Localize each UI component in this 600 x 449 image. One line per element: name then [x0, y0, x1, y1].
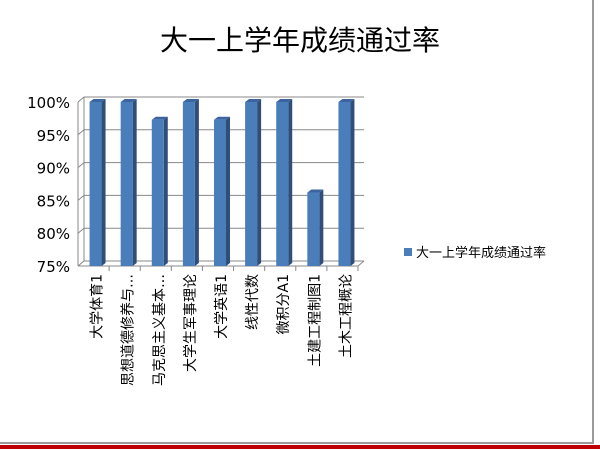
bar-front [120, 102, 133, 266]
y-tick-label: 75% [37, 258, 70, 276]
bar-side [350, 99, 355, 266]
bar-side [288, 99, 293, 266]
bar-side [132, 99, 137, 266]
bar-side [101, 99, 106, 266]
bar-top [120, 99, 137, 102]
bar [245, 99, 262, 266]
bar-side [163, 116, 168, 266]
chart-title: 大一上学年成绩通过率 [160, 24, 440, 57]
bar-side [319, 189, 324, 266]
bar-top [151, 116, 168, 120]
x-tick-label: 大学体育1 [90, 274, 106, 339]
bar [307, 189, 324, 266]
bar-side [257, 99, 262, 266]
bar-front [245, 102, 258, 266]
y-tick-label: 90% [37, 160, 70, 178]
y-tick-label: 95% [37, 127, 70, 145]
x-axis-labels: 大学体育1 思想道德修养与… 马克思主义基本… 大学生军事理论 大学英语1 线性代数 微积分… [90, 274, 355, 386]
bar [276, 99, 293, 266]
bar [182, 99, 199, 266]
gridline-depth [77, 96, 85, 103]
bar-top [214, 116, 230, 120]
gridline-depth [77, 195, 85, 201]
gridline-depth [77, 227, 85, 234]
y-axis-ticks: 75% 80% 85% 90% 95% 100% [27, 94, 70, 276]
bar [214, 116, 230, 266]
x-tick-label: 思想道德修养与… [121, 274, 137, 386]
x-tick-label: 大学英语1 [213, 274, 230, 339]
bar-top [338, 99, 355, 102]
bar-front [276, 102, 289, 266]
bar-top [276, 99, 293, 102]
bar-side [194, 99, 199, 266]
bar [89, 99, 106, 266]
y-tick-label: 85% [37, 192, 70, 210]
gridline-depth [77, 129, 85, 136]
x-tick-label: 微积分A1 [276, 274, 292, 334]
gridline-depth [77, 260, 85, 267]
bar-front [182, 102, 195, 266]
gridline-depth [77, 162, 85, 168]
chart-frame [0, 0, 594, 444]
x-tick-label: 土木工程概论 [338, 274, 354, 358]
legend: 大一上学年成绩通过率 [404, 245, 546, 261]
x-tick-label: 线性代数 [245, 274, 261, 330]
legend-swatch [404, 248, 412, 256]
bar-front [338, 102, 351, 266]
bar [151, 116, 168, 266]
bar-top [245, 99, 262, 102]
bar [338, 99, 355, 266]
bar-front [214, 119, 226, 266]
bar-top [307, 189, 324, 193]
floor-edge [357, 260, 365, 267]
bar-front [151, 119, 164, 266]
bar-front [89, 102, 102, 266]
y-tick-label: 80% [37, 225, 70, 243]
bar-front [307, 192, 320, 266]
x-tick-label: 大学生军事理论 [183, 274, 199, 372]
bottom-accent-line [0, 445, 600, 449]
x-tick-label: 马克思主义基本… [151, 274, 168, 386]
legend-label: 大一上学年成绩通过率 [416, 245, 546, 261]
x-tick-label: 土建工程制图1 [307, 274, 323, 367]
bar-top [89, 99, 106, 102]
bars [89, 99, 355, 266]
y-tick-label: 100% [27, 94, 70, 112]
bar-top [182, 99, 199, 102]
bar [120, 99, 137, 266]
bar-side [226, 116, 230, 266]
